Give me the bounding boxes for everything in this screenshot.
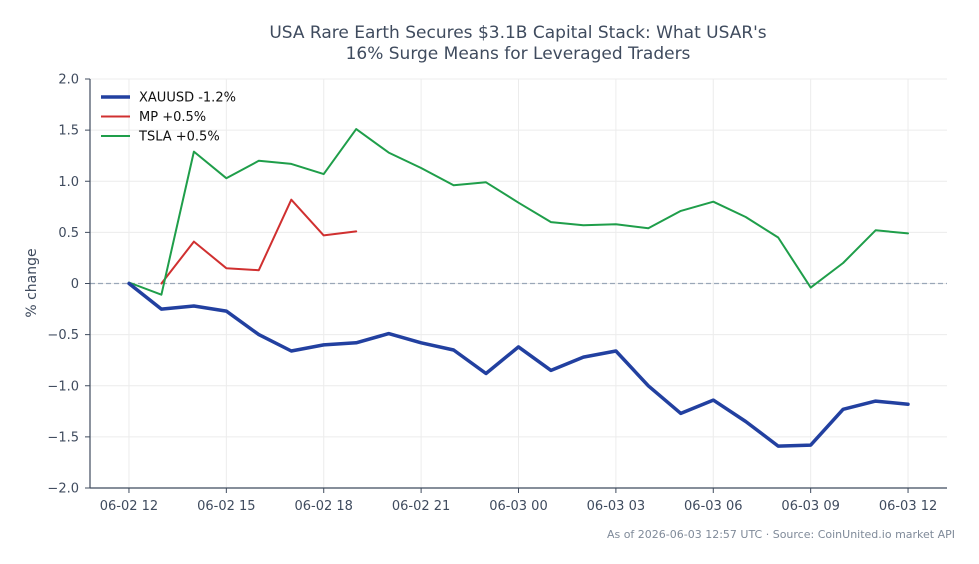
x-tick-label: 06-03 03 (587, 499, 645, 514)
footer-source: As of 2026-06-03 12:57 UTC · Source: Coi… (607, 528, 955, 541)
series-line-0 (127, 281, 910, 448)
x-tick-label: 06-02 12 (100, 499, 158, 514)
plot-lines (127, 128, 910, 448)
y-tick-label: 1.5 (58, 124, 79, 139)
x-tick-label: 06-03 00 (489, 499, 547, 514)
x-tick-label: 06-03 06 (684, 499, 742, 514)
axes (85, 78, 947, 493)
legend: XAUUSD -1.2% MP +0.5% TSLA +0.5% (101, 91, 236, 145)
series-line-1 (160, 198, 358, 285)
legend-label-1: MP +0.5% (139, 110, 206, 125)
series-line-2 (128, 128, 909, 296)
x-tick-label: 06-02 15 (197, 499, 255, 514)
y-tick-label: 1.0 (58, 175, 79, 190)
y-tick-label: 2.0 (58, 73, 79, 88)
y-axis-label: % change (24, 248, 40, 317)
y-tick-label: 0.5 (58, 226, 79, 241)
legend-label-2: TSLA +0.5% (138, 130, 220, 145)
x-tick-label: 06-02 21 (392, 499, 450, 514)
chart-title-line-1: USA Rare Earth Secures $3.1B Capital Sta… (269, 23, 766, 43)
x-tick-labels: 06-02 12 06-02 15 06-02 18 06-02 21 06-03 00… (100, 499, 938, 514)
chart-title-line-2: 16% Surge Means for Leveraged Traders (346, 44, 691, 64)
y-tick-labels: 2.0 1.5 1.0 0.5 0 −0.5 −1.0 −1.5 −2.0 (47, 73, 79, 497)
y-tick-label: −1.0 (47, 379, 79, 394)
x-tick-label: 06-03 09 (781, 499, 839, 514)
y-tick-label: 0 (71, 277, 79, 292)
x-tick-label: 06-03 12 (879, 499, 937, 514)
y-tick-label: −1.5 (47, 430, 79, 445)
x-tick-label: 06-02 18 (295, 499, 353, 514)
legend-label-0: XAUUSD -1.2% (139, 91, 236, 106)
y-tick-label: −2.0 (47, 482, 79, 497)
y-tick-label: −0.5 (47, 328, 79, 343)
